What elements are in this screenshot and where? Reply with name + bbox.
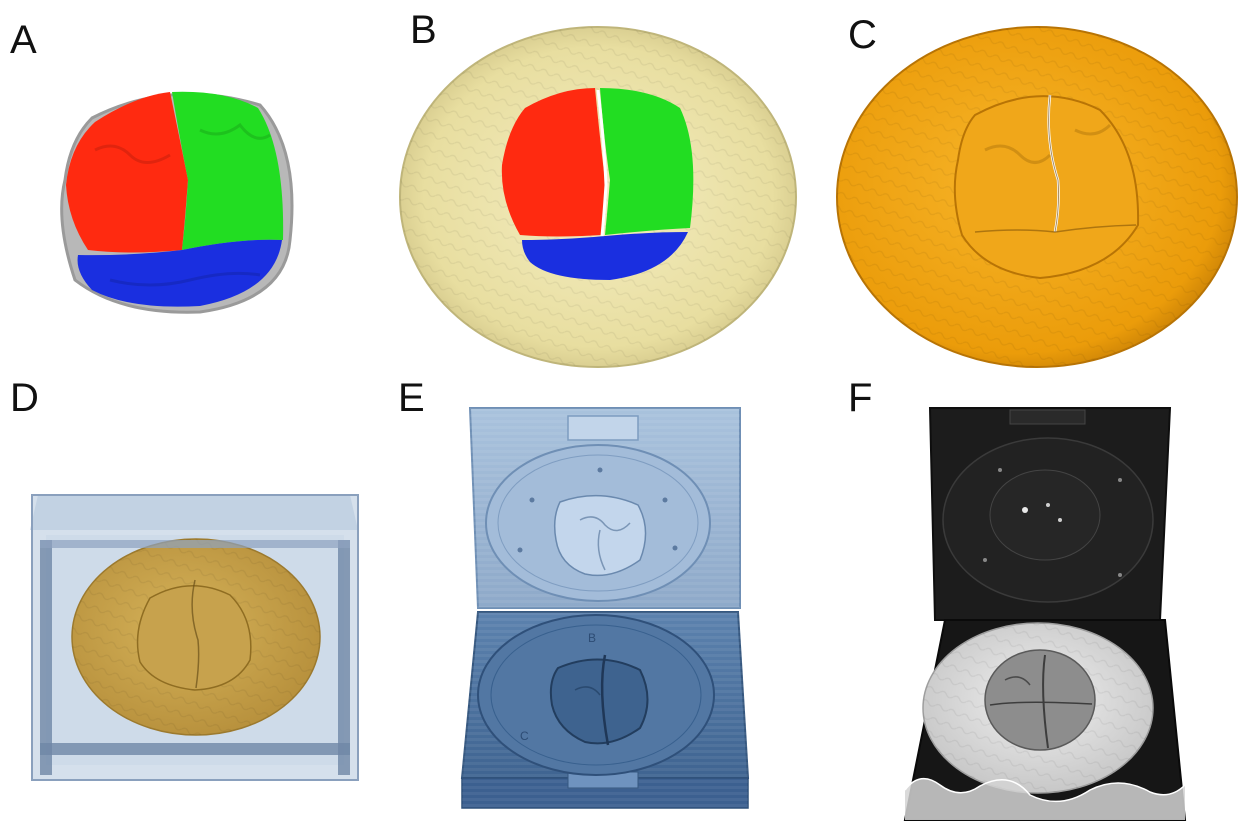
- panel-b-disc: [399, 26, 797, 368]
- panel-label-a: A: [10, 18, 37, 62]
- segment-blue: [77, 239, 282, 307]
- panel-f-printed-mold: [903, 407, 1187, 821]
- panel-e-blue-mold-box: B C: [460, 407, 750, 809]
- valve-imprint: [136, 585, 252, 691]
- panel-label-f: F: [848, 376, 873, 420]
- segment-green: [600, 88, 694, 235]
- segment-blue: [522, 232, 688, 280]
- silicone-valve: [984, 649, 1096, 751]
- lid-tab: [1009, 409, 1086, 425]
- panel-label-e: E: [398, 376, 425, 420]
- base-valve-cavity: [549, 658, 649, 745]
- lid-valve-relief: [553, 495, 647, 577]
- silicone-drips: [905, 778, 1185, 820]
- panel-label-c: C: [848, 13, 877, 57]
- emboss-letter-c: C: [520, 729, 529, 743]
- lid-tab: [567, 415, 639, 441]
- panel-label-b: B: [410, 8, 437, 52]
- panel-d-transparent-box: [30, 494, 359, 781]
- valve-imprint: [953, 95, 1140, 280]
- panel-c-orange-disc: [836, 26, 1238, 368]
- emboss-letter-b: B: [588, 631, 596, 645]
- lid-valve-relief: [989, 469, 1101, 561]
- segment-green: [172, 91, 284, 250]
- panel-a-valve-segments: [60, 91, 294, 314]
- panel-label-d: D: [10, 376, 39, 420]
- segment-red: [501, 88, 605, 237]
- segment-red: [66, 92, 188, 253]
